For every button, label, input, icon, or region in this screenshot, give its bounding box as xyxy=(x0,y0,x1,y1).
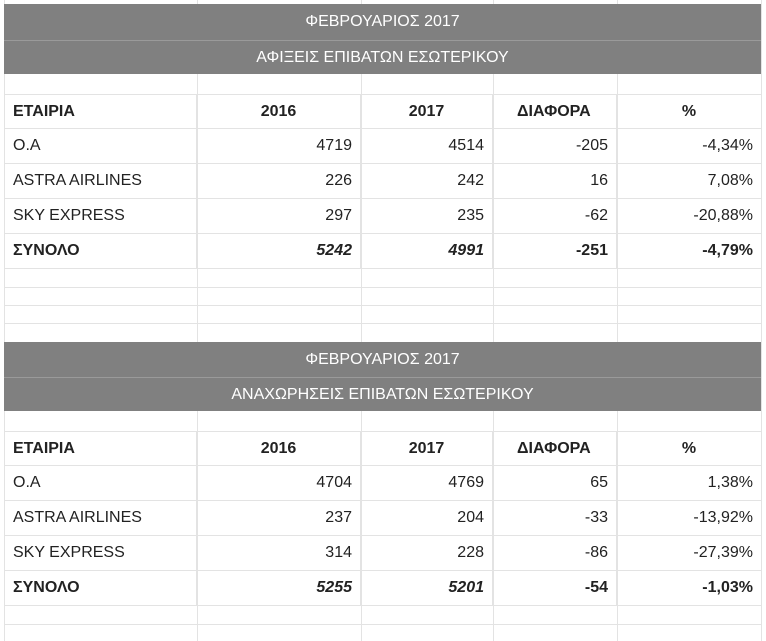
grid-row-line xyxy=(4,624,761,625)
total-difference: -251 xyxy=(493,234,617,268)
value-2016-cell: 297 xyxy=(197,199,361,233)
table-row: SKY EXPRESS 297 235 -62 -20,88% xyxy=(4,199,761,234)
value-2017-cell: 4514 xyxy=(361,129,493,163)
total-2017: 5201 xyxy=(361,571,493,605)
header-2016: 2016 xyxy=(197,432,361,465)
total-percent: -1,03% xyxy=(702,579,753,596)
difference-cell: -86 xyxy=(493,536,617,570)
difference-cell: -205 xyxy=(493,129,617,163)
header-company: ΕΤΑΙΡΙΑ xyxy=(4,95,197,128)
value-2017-cell: 4769 xyxy=(361,466,493,500)
grid-column-line xyxy=(493,0,494,641)
total-difference: -54 xyxy=(493,571,617,605)
company-cell: SKY EXPRESS xyxy=(4,199,197,233)
grid-column-line xyxy=(197,0,198,641)
header-2017: 2017 xyxy=(361,432,493,465)
table-month-header: ΦΕΒΡΟΥΑΡΙΟΣ 2017 xyxy=(4,4,761,40)
total-row: ΣΥΝΟΛΟ 5242 4991 -251 -4,79% xyxy=(4,234,761,269)
grid-row-line xyxy=(4,431,761,432)
grid-column-line xyxy=(361,0,362,641)
table-subtitle: ΑΝΑΧΩΡΗΣΕΙΣ ΕΠΙΒΑΤΩΝ ΕΣΩΤΕΡΙΚΟΥ xyxy=(231,386,534,403)
table-row: ASTRA AIRLINES 226 242 16 7,08% xyxy=(4,164,761,199)
percent-cell: -13,92% xyxy=(693,509,753,526)
table-month-header: ΦΕΒΡΟΥΑΡΙΟΣ 2017 xyxy=(4,342,761,377)
total-2016: 5255 xyxy=(197,571,361,605)
company-cell: ASTRA AIRLINES xyxy=(4,164,197,198)
total-2017: 4991 xyxy=(361,234,493,268)
header-percent: % xyxy=(681,439,697,457)
company-cell: ASTRA AIRLINES xyxy=(4,501,197,535)
grid-row-line xyxy=(4,323,761,324)
header-difference: ΔΙΑΦΟΡΑ xyxy=(493,95,617,128)
header-2017: 2017 xyxy=(361,95,493,128)
grid-column-line xyxy=(617,0,618,641)
percent-cell: -20,88% xyxy=(693,207,753,224)
value-2016-cell: 314 xyxy=(197,536,361,570)
total-row: ΣΥΝΟΛΟ 5255 5201 -54 -1,03% xyxy=(4,571,761,606)
difference-cell: -62 xyxy=(493,199,617,233)
company-cell: Ο.Α xyxy=(4,129,197,163)
percent-cell: 7,08% xyxy=(707,172,753,189)
difference-cell: 65 xyxy=(493,466,617,500)
table-subtitle-header: ΑΦΙΞΕΙΣ ΕΠΙΒΑΤΩΝ ΕΣΩΤΕΡΙΚΟΥ xyxy=(4,40,761,74)
grid-column-line xyxy=(761,0,762,641)
header-percent: % xyxy=(681,102,697,120)
table-subtitle: ΑΦΙΞΕΙΣ ΕΠΙΒΑΤΩΝ ΕΣΩΤΕΡΙΚΟΥ xyxy=(256,49,509,66)
table-row: ASTRA AIRLINES 237 204 -33 -13,92% xyxy=(4,501,761,536)
difference-cell: -33 xyxy=(493,501,617,535)
value-2016-cell: 4719 xyxy=(197,129,361,163)
month-title: ΦΕΒΡΟΥΑΡΙΟΣ 2017 xyxy=(305,13,460,30)
value-2017-cell: 242 xyxy=(361,164,493,198)
total-label: ΣΥΝΟΛΟ xyxy=(4,234,197,268)
header-difference: ΔΙΑΦΟΡΑ xyxy=(493,432,617,465)
grid-row-line xyxy=(4,94,761,95)
header-2016: 2016 xyxy=(197,95,361,128)
table-row: Ο.Α 4704 4769 65 1,38% xyxy=(4,466,761,501)
value-2017-cell: 228 xyxy=(361,536,493,570)
value-2017-cell: 235 xyxy=(361,199,493,233)
percent-cell: -4,34% xyxy=(702,137,753,154)
grid-row-line xyxy=(4,287,761,288)
company-cell: Ο.Α xyxy=(4,466,197,500)
percent-cell: 1,38% xyxy=(707,474,753,491)
total-label: ΣΥΝΟΛΟ xyxy=(4,571,197,605)
column-header-row: ΕΤΑΙΡΙΑ 2016 2017 ΔΙΑΦΟΡΑ % xyxy=(4,95,761,129)
value-2017-cell: 204 xyxy=(361,501,493,535)
month-title: ΦΕΒΡΟΥΑΡΙΟΣ 2017 xyxy=(305,351,460,368)
value-2016-cell: 4704 xyxy=(197,466,361,500)
value-2016-cell: 226 xyxy=(197,164,361,198)
table-row: SKY EXPRESS 314 228 -86 -27,39% xyxy=(4,536,761,571)
header-company: ΕΤΑΙΡΙΑ xyxy=(4,432,197,465)
grid-column-line xyxy=(4,0,5,641)
table-subtitle-header: ΑΝΑΧΩΡΗΣΕΙΣ ΕΠΙΒΑΤΩΝ ΕΣΩΤΕΡΙΚΟΥ xyxy=(4,377,761,411)
total-2016: 5242 xyxy=(197,234,361,268)
table-row: Ο.Α 4719 4514 -205 -4,34% xyxy=(4,129,761,164)
percent-cell: -27,39% xyxy=(693,544,753,561)
grid-row-line xyxy=(4,305,761,306)
column-header-row: ΕΤΑΙΡΙΑ 2016 2017 ΔΙΑΦΟΡΑ % xyxy=(4,432,761,466)
value-2016-cell: 237 xyxy=(197,501,361,535)
difference-cell: 16 xyxy=(493,164,617,198)
total-percent: -4,79% xyxy=(702,242,753,259)
company-cell: SKY EXPRESS xyxy=(4,536,197,570)
